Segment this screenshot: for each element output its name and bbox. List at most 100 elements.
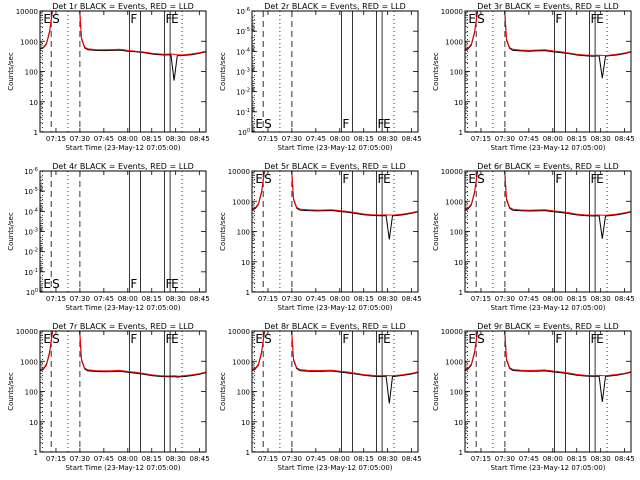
- x-tick-label: 07:30: [282, 455, 302, 463]
- marker-label: E: [171, 12, 179, 26]
- x-tick-label: 07:15: [46, 295, 66, 303]
- series-group: [465, 331, 631, 403]
- marker-label: F: [130, 277, 137, 291]
- y-tick-label: 100: [450, 69, 463, 77]
- marker-label: E: [255, 332, 263, 346]
- y-tick-base: 10: [24, 168, 33, 176]
- y-tick-exponent: -4: [245, 47, 250, 53]
- x-tick-label: 07:45: [306, 295, 326, 303]
- y-tick-label: 100: [238, 128, 250, 137]
- marker-label: E: [43, 332, 51, 346]
- panel-title: Det 1r BLACK = Events, RED = LLD: [52, 2, 194, 11]
- x-tick-label: 08:45: [615, 455, 635, 463]
- x-tick-label: 07:45: [306, 135, 326, 143]
- x-tick-label: 07:30: [70, 135, 90, 143]
- y-tick-exponent: -2: [245, 88, 250, 94]
- x-tick-label: 07:15: [258, 135, 278, 143]
- marker-label: E: [596, 332, 604, 346]
- x-tick-label: 07:30: [495, 135, 515, 143]
- y-tick-label: 10: [29, 419, 38, 427]
- marker-label: F: [555, 12, 562, 26]
- marker-label: F: [166, 12, 173, 26]
- y-tick-label: 100: [26, 288, 38, 297]
- y-tick-exponent: -1: [33, 268, 38, 274]
- x-tick-label: 08:00: [118, 295, 138, 303]
- marker-label: E: [468, 172, 476, 186]
- y-tick-label: 1000: [445, 358, 463, 366]
- marker-label: S: [52, 277, 60, 291]
- y-tick-label: 1: [459, 449, 463, 457]
- y-tick-exponent: -3: [33, 228, 38, 234]
- y-tick-label: 10000: [228, 168, 250, 176]
- x-tick-label: 08:15: [354, 295, 374, 303]
- x-tick-label: 07:45: [519, 455, 539, 463]
- y-axis-label: Counts/sec: [432, 372, 440, 411]
- x-tick-label: 08:30: [166, 135, 186, 143]
- panel-title: Det 3r BLACK = Events, RED = LLD: [477, 2, 619, 11]
- series-group: [40, 11, 206, 81]
- x-tick-label: 08:30: [378, 295, 398, 303]
- marker-label: F: [166, 277, 173, 291]
- panel-title: Det 4r BLACK = Events, RED = LLD: [52, 162, 194, 171]
- y-axis-label: Counts/sec: [432, 212, 440, 251]
- marker-label: F: [378, 332, 385, 346]
- series-group: [40, 331, 206, 378]
- x-tick-label: 07:45: [94, 295, 114, 303]
- x-tick-label: 08:30: [378, 135, 398, 143]
- y-tick-label: 10-5: [236, 27, 250, 36]
- marker-label: F: [342, 172, 349, 186]
- x-tick-label: 07:15: [471, 295, 491, 303]
- y-axis-label: Counts/sec: [7, 52, 15, 91]
- marker-label: E: [255, 117, 263, 131]
- x-tick-label: 07:45: [94, 455, 114, 463]
- marker-label: E: [468, 12, 476, 26]
- x-tick-label: 08:45: [615, 135, 635, 143]
- marker-label: E: [255, 172, 263, 186]
- y-tick-label: 1: [459, 129, 463, 137]
- marker-label: E: [43, 12, 51, 26]
- y-tick-label: 1: [34, 129, 38, 137]
- y-tick-base: 10: [24, 249, 33, 257]
- y-tick-label: 1000: [232, 358, 250, 366]
- y-tick-base: 10: [236, 28, 245, 36]
- x-tick-label: 08:45: [615, 295, 635, 303]
- x-tick-label: 08:15: [142, 135, 162, 143]
- marker-label: E: [596, 172, 604, 186]
- y-tick-label: 1: [459, 289, 463, 297]
- x-tick-label: 08:15: [567, 455, 587, 463]
- y-tick-label: 100: [237, 229, 250, 237]
- y-tick-label: 10000: [441, 168, 463, 176]
- events-series-line: [40, 331, 206, 378]
- x-axis-label: Start Time (23-May-12 07:05:00): [490, 144, 605, 152]
- lld-series-line: [40, 331, 206, 377]
- y-axis-label: Counts/sec: [7, 372, 15, 411]
- x-axis-label: Start Time (23-May-12 07:05:00): [277, 144, 392, 152]
- y-tick-label: 10000: [441, 8, 463, 16]
- lld-series-line: [40, 11, 206, 56]
- y-tick-label: 1: [246, 289, 250, 297]
- y-tick-label: 1000: [445, 198, 463, 206]
- y-tick-label: 10000: [228, 328, 250, 336]
- lld-series-line: [252, 171, 418, 216]
- marker-label: F: [130, 12, 137, 26]
- y-tick-label: 10-2: [236, 88, 250, 97]
- y-tick-label: 10: [454, 99, 463, 107]
- x-tick-label: 08:45: [190, 455, 210, 463]
- marker-label: F: [378, 117, 385, 131]
- x-tick-label: 07:30: [282, 295, 302, 303]
- x-tick-label: 07:45: [306, 455, 326, 463]
- x-tick-label: 08:30: [166, 295, 186, 303]
- marker-label: E: [468, 332, 476, 346]
- marker-label: S: [52, 332, 60, 346]
- y-tick-label: 10000: [16, 328, 38, 336]
- x-tick-label: 08:45: [190, 135, 210, 143]
- y-tick-exponent: -5: [245, 27, 250, 33]
- marker-label: E: [383, 172, 391, 186]
- y-tick-label: 10-6: [24, 167, 38, 176]
- y-tick-label: 10000: [16, 8, 38, 16]
- x-tick-label: 08:00: [330, 135, 350, 143]
- y-tick-label: 10000: [441, 328, 463, 336]
